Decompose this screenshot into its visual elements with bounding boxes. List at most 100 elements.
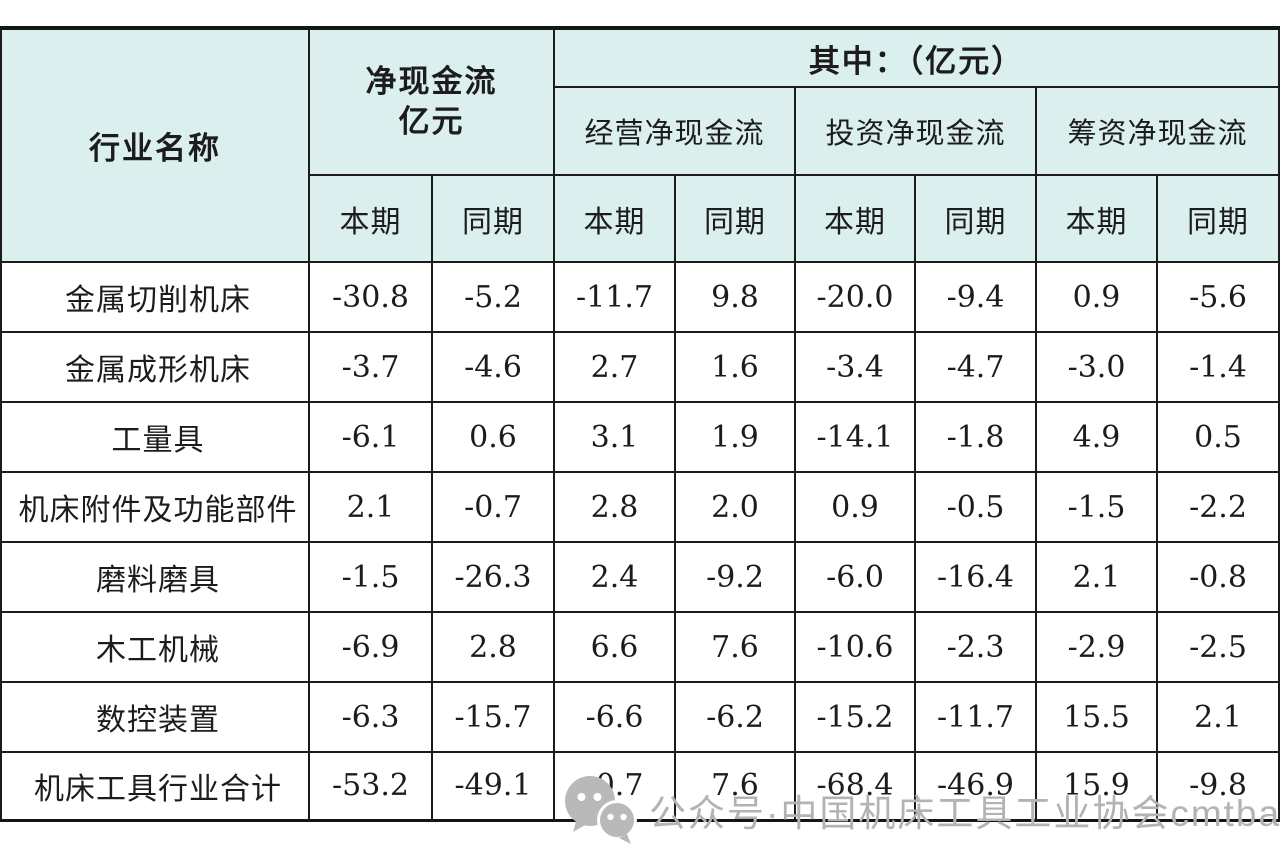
cell-value: -14.1 <box>794 401 916 473</box>
cell-value: -5.6 <box>1155 261 1280 333</box>
cell-value: 0.6 <box>431 401 555 473</box>
header-row-2: 经营净现金流 投资净现金流 筹资净现金流 <box>1 86 1280 176</box>
cell-value: 0.9 <box>794 471 916 543</box>
net-cash-flow-line1: 净现金流 <box>365 64 498 99</box>
cell-value: -46.9 <box>914 751 1037 821</box>
cell-value: 3.1 <box>553 401 676 473</box>
subheader-operating-prior: 同期 <box>674 174 796 263</box>
cell-value: -6.6 <box>553 681 676 753</box>
cell-value: -3.7 <box>308 331 433 403</box>
table-row: 机床附件及功能部件 2.1 -0.7 2.8 2.0 0.9 -0.5 -1.5… <box>0 471 1280 543</box>
row-label: 数控装置 <box>0 681 310 753</box>
cell-value: 9.8 <box>674 261 796 333</box>
row-label: 金属成形机床 <box>0 331 310 403</box>
table-row: 数控装置 -6.3 -15.7 -6.6 -6.2 -15.2 -11.7 15… <box>0 681 1280 753</box>
cell-value: 6.6 <box>553 611 676 683</box>
cell-value: 0.5 <box>1155 401 1280 473</box>
cell-value: 1.6 <box>674 331 796 403</box>
row-label: 金属切削机床 <box>0 261 310 333</box>
cell-value: -49.1 <box>431 751 555 821</box>
cell-value: 2.8 <box>553 471 676 543</box>
cell-value: 7.6 <box>674 751 796 821</box>
cell-value: -0.7 <box>431 471 555 543</box>
row-label: 磨料磨具 <box>0 541 310 613</box>
subheader-financing-current: 本期 <box>1035 174 1158 263</box>
cell-value: 2.1 <box>308 471 433 543</box>
cell-value: -10.6 <box>794 611 916 683</box>
subheader-operating-current: 本期 <box>553 174 676 263</box>
cell-value: 15.9 <box>1035 751 1158 821</box>
cell-value: -16.4 <box>914 541 1037 613</box>
cell-value: -30.8 <box>308 261 433 333</box>
cell-value: -0.8 <box>1155 541 1280 613</box>
cell-value: -53.2 <box>308 751 433 821</box>
col-header-net-cash-flow: 净现金流 亿元 <box>308 27 555 176</box>
cell-value: 2.1 <box>1035 541 1158 613</box>
col-header-industry: 行业名称 <box>0 27 310 263</box>
table-row: 工量具 -6.1 0.6 3.1 1.9 -14.1 -1.8 4.9 0.5 <box>0 401 1280 473</box>
cell-value: 0.9 <box>1035 261 1158 333</box>
col-header-operating: 经营净现金流 <box>553 86 796 176</box>
table-row: 磨料磨具 -1.5 -26.3 2.4 -9.2 -6.0 -16.4 2.1 … <box>0 541 1280 613</box>
cell-value: 4.9 <box>1035 401 1158 473</box>
subheader-net-prior: 同期 <box>431 174 555 263</box>
cell-value: 1.9 <box>674 401 796 473</box>
header-row-1: 行业名称 净现金流 亿元 其中：（亿元） <box>0 27 1280 263</box>
cell-value: -5.2 <box>431 261 555 333</box>
cell-value: -15.2 <box>794 681 916 753</box>
cell-value: 2.7 <box>553 331 676 403</box>
cell-value: -6.9 <box>308 611 433 683</box>
subheader-investing-prior: 同期 <box>914 174 1037 263</box>
cell-value: -20.0 <box>794 261 916 333</box>
cell-value: -1.5 <box>308 541 433 613</box>
cell-value: -2.9 <box>1035 611 1158 683</box>
cell-value: -9.8 <box>1155 751 1280 821</box>
cell-value: -4.6 <box>431 331 555 403</box>
col-header-financing: 筹资净现金流 <box>1034 86 1280 176</box>
net-cash-flow-line2: 亿元 <box>398 104 465 139</box>
row-label: 机床附件及功能部件 <box>0 471 310 543</box>
cell-value: -6.1 <box>308 401 433 473</box>
cell-value: -0.7 <box>553 751 676 821</box>
cell-value: 2.1 <box>1155 681 1280 753</box>
cell-value: 7.6 <box>674 611 796 683</box>
subheader-investing-current: 本期 <box>794 174 916 263</box>
table-row: 金属切削机床 -30.8 -5.2 -11.7 9.8 -20.0 -9.4 0… <box>0 261 1280 333</box>
cash-flow-table: 行业名称 净现金流 亿元 其中：（亿元） 经营净现金流 投资净现金流 筹资净现金… <box>0 26 1280 822</box>
cell-value: -11.7 <box>553 261 676 333</box>
cell-value: 2.4 <box>553 541 676 613</box>
cell-value: -11.7 <box>914 681 1037 753</box>
cell-value: -2.5 <box>1155 611 1280 683</box>
col-header-investing: 投资净现金流 <box>794 86 1037 176</box>
header-row-3: 本期 同期 本期 同期 本期 同期 本期 同期 <box>1 174 1280 263</box>
cell-value: -1.5 <box>1035 471 1158 543</box>
cell-value: -4.7 <box>914 331 1037 403</box>
cell-value: -26.3 <box>431 541 555 613</box>
cell-value: -0.5 <box>914 471 1037 543</box>
cell-value: -2.2 <box>1155 471 1280 543</box>
cell-value: -9.2 <box>674 541 796 613</box>
cell-value: -3.0 <box>1035 331 1158 403</box>
subheader-net-current: 本期 <box>308 174 433 263</box>
cell-value: -6.2 <box>674 681 796 753</box>
cell-value: 15.5 <box>1035 681 1158 753</box>
col-header-among-which: 其中：（亿元） <box>552 27 1280 88</box>
cell-value: -1.8 <box>914 401 1037 473</box>
row-label: 机床工具行业合计 <box>0 751 310 821</box>
table-row: 木工机械 -6.9 2.8 6.6 7.6 -10.6 -2.3 -2.9 -2… <box>0 611 1280 683</box>
row-label: 木工机械 <box>0 611 310 683</box>
cell-value: -6.0 <box>794 541 916 613</box>
table-row: 金属成形机床 -3.7 -4.6 2.7 1.6 -3.4 -4.7 -3.0 … <box>0 331 1280 403</box>
cell-value: -9.4 <box>914 261 1037 333</box>
cell-value: -15.7 <box>431 681 555 753</box>
cell-value: -3.4 <box>794 331 916 403</box>
cell-value: 2.0 <box>674 471 796 543</box>
row-label: 工量具 <box>0 401 310 473</box>
cell-value: 2.8 <box>431 611 555 683</box>
table-row: 机床工具行业合计 -53.2 -49.1 -0.7 7.6 -68.4 -46.… <box>0 751 1280 821</box>
cell-value: -2.3 <box>914 611 1037 683</box>
cell-value: -6.3 <box>308 681 433 753</box>
cell-value: -68.4 <box>794 751 916 821</box>
subheader-financing-prior: 同期 <box>1155 174 1280 263</box>
